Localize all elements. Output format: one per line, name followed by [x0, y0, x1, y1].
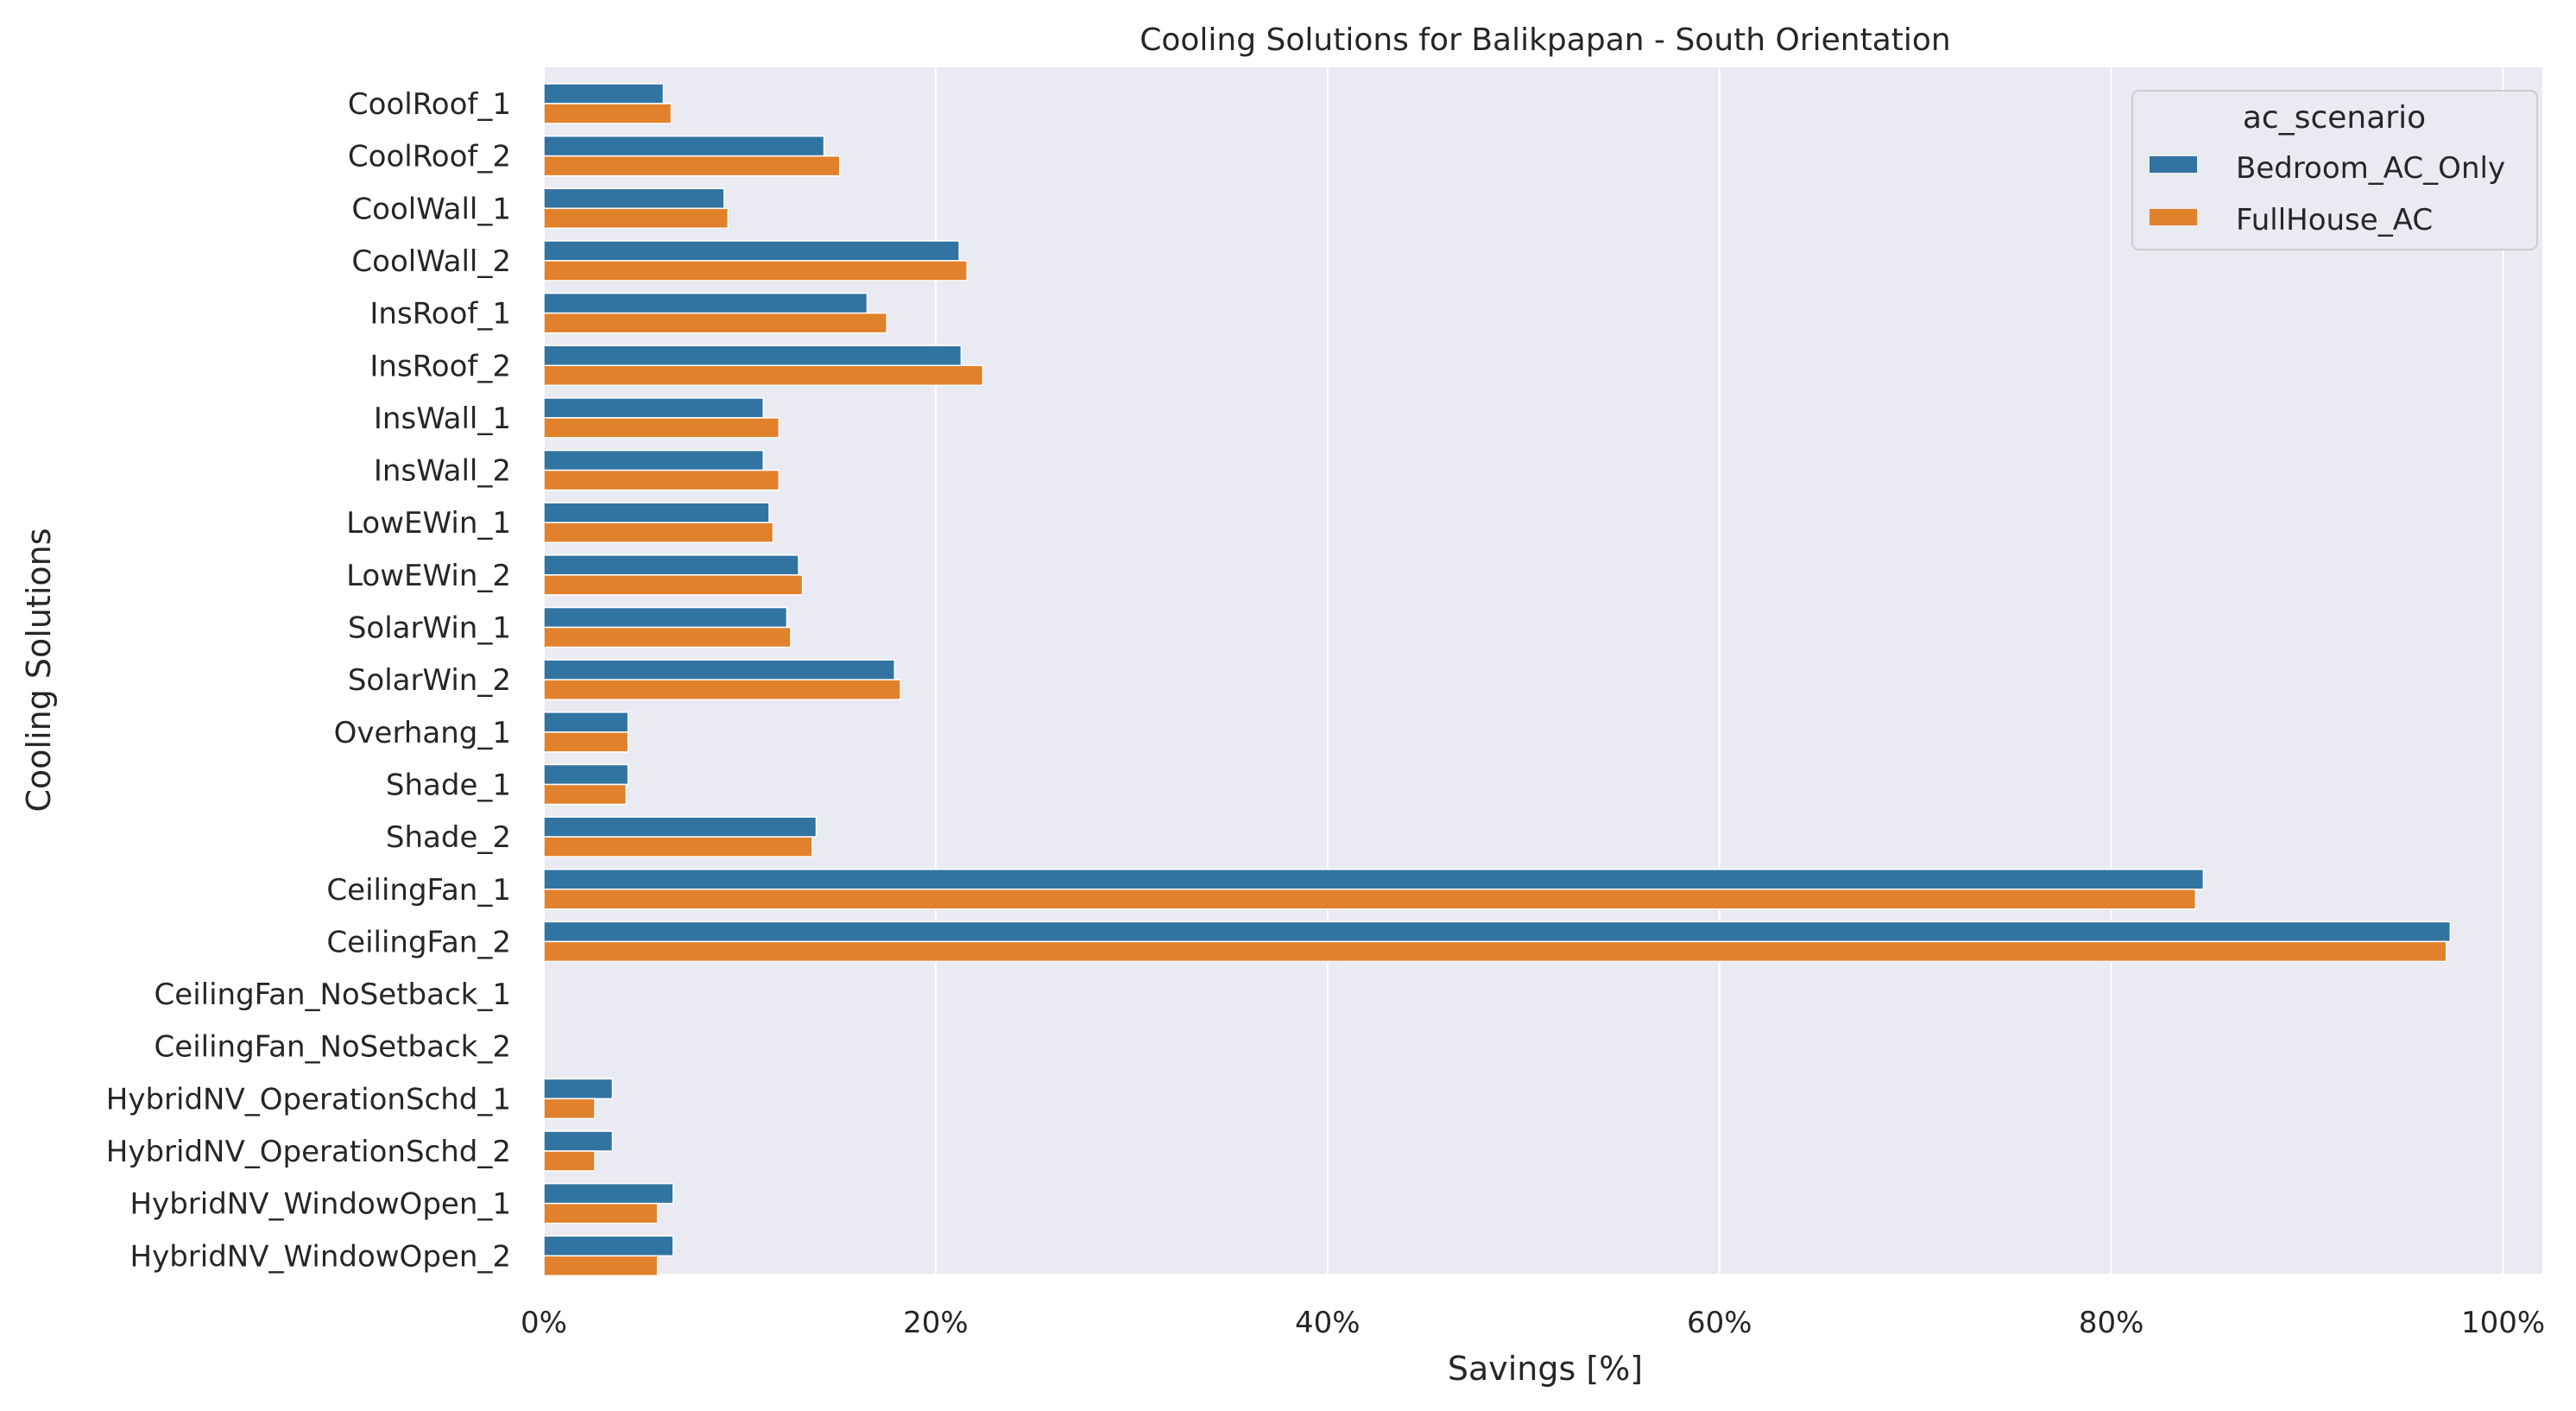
bar-bedroom-ac-only	[543, 712, 629, 733]
legend-title: ac_scenario	[2243, 100, 2426, 136]
bar-bedroom-ac-only	[543, 1182, 674, 1205]
legend: ac_scenario Bedroom_AC_Only FullHouse_AC	[2131, 90, 2538, 250]
bar-fullhouse-ac	[543, 417, 780, 439]
bar-fullhouse-ac	[543, 889, 2197, 910]
x-tick-label: 80%	[2079, 1306, 2144, 1340]
bar-bedroom-ac-only	[543, 187, 725, 210]
bar-fullhouse-ac	[543, 626, 792, 649]
y-tick-labels: CoolRoof_1 CoolRoof_2 CoolWall_1 CoolWall_2…	[106, 87, 511, 1274]
y-tick-label: CoolRoof_2	[348, 140, 511, 174]
bar-fullhouse-ac	[543, 522, 774, 543]
y-tick-label: Shade_2	[386, 820, 511, 855]
legend-label-fullhouse-ac: FullHouse_AC	[2236, 203, 2433, 237]
bar-bedroom-ac-only	[543, 869, 2205, 890]
bar-bedroom-ac-only	[543, 240, 960, 262]
bar-bedroom-ac-only	[543, 921, 2452, 943]
x-tick-label: 20%	[903, 1306, 969, 1340]
bar-fullhouse-ac	[543, 312, 887, 334]
bar-bedroom-ac-only	[543, 135, 825, 157]
bar-bedroom-ac-only	[543, 1130, 614, 1152]
bar-fullhouse-ac	[543, 940, 2447, 963]
legend-label-bedroom-ac-only: Bedroom_AC_Only	[2236, 151, 2505, 186]
bar-fullhouse-ac	[543, 731, 629, 753]
x-axis-label: Savings [%]	[1448, 1350, 1643, 1388]
bar-bedroom-ac-only	[543, 502, 770, 523]
y-tick-label: HybridNV_OperationSchd_2	[106, 1135, 511, 1169]
y-tick-label: CoolRoof_1	[348, 87, 511, 122]
y-tick-label: SolarWin_2	[348, 663, 511, 698]
bar-bedroom-ac-only	[543, 659, 896, 680]
bar-bedroom-ac-only	[543, 1078, 614, 1100]
x-tick-label: 60%	[1687, 1306, 1752, 1340]
y-tick-label: HybridNV_OperationSchd_1	[106, 1082, 511, 1117]
bar-fullhouse-ac	[543, 836, 813, 857]
y-tick-label: HybridNV_WindowOpen_2	[130, 1239, 511, 1274]
y-axis-label: Cooling Solutions	[20, 528, 58, 812]
legend-box	[2131, 90, 2538, 250]
bar-bedroom-ac-only	[543, 816, 818, 838]
bars	[543, 83, 2452, 1277]
x-tick-label: 100%	[2461, 1306, 2545, 1340]
y-tick-label: CeilingFan_2	[326, 925, 511, 959]
x-tick-labels: 0% 20% 40% 60% 80% 100%	[521, 1306, 2545, 1340]
bar-bedroom-ac-only	[543, 397, 764, 419]
x-tick-label: 0%	[521, 1306, 567, 1340]
bar-bedroom-ac-only	[543, 606, 788, 629]
y-tick-label: InsWall_2	[374, 454, 511, 489]
bar-fullhouse-ac	[543, 1202, 659, 1224]
bar-fullhouse-ac	[543, 1255, 659, 1277]
y-tick-label: SolarWin_1	[348, 611, 511, 646]
y-tick-label: LowEWin_2	[346, 559, 511, 593]
bar-fullhouse-ac	[543, 1098, 596, 1120]
bar-bedroom-ac-only	[543, 763, 629, 786]
legend-swatch-bedroom-ac-only	[2150, 156, 2197, 173]
bar-fullhouse-ac	[543, 155, 841, 177]
y-tick-label: CoolWall_2	[351, 244, 511, 279]
legend-swatch-fullhouse-ac	[2150, 209, 2197, 225]
y-tick-label: LowEWin_1	[346, 506, 511, 541]
x-tick-label: 40%	[1295, 1306, 1361, 1340]
bar-fullhouse-ac	[543, 1150, 596, 1172]
y-tick-label: CeilingFan_1	[326, 873, 511, 908]
y-tick-label: InsRoof_2	[369, 349, 511, 383]
bar-bedroom-ac-only	[543, 345, 963, 366]
bar-fullhouse-ac	[543, 207, 729, 230]
bar-bedroom-ac-only	[543, 292, 868, 314]
y-tick-label: CoolWall_1	[351, 192, 511, 226]
bar-fullhouse-ac	[543, 103, 672, 124]
bar-fullhouse-ac	[543, 574, 804, 596]
bar-bedroom-ac-only	[543, 449, 764, 471]
bar-fullhouse-ac	[543, 364, 984, 386]
bar-bedroom-ac-only	[543, 83, 665, 104]
y-tick-label: Overhang_1	[334, 716, 511, 750]
bar-fullhouse-ac	[543, 679, 901, 700]
y-tick-label: Shade_1	[386, 768, 511, 802]
y-tick-label: InsRoof_1	[369, 297, 511, 332]
bar-fullhouse-ac	[543, 783, 628, 806]
bar-fullhouse-ac	[543, 469, 780, 491]
y-tick-label: CeilingFan_NoSetback_1	[155, 978, 511, 1012]
y-tick-label: HybridNV_WindowOpen_1	[130, 1187, 511, 1222]
bar-bedroom-ac-only	[543, 1235, 674, 1257]
chart-title: Cooling Solutions for Balikpapan - South…	[1140, 22, 1951, 58]
y-tick-label: CeilingFan_NoSetback_2	[155, 1030, 511, 1065]
bar-fullhouse-ac	[543, 260, 968, 282]
bar-bedroom-ac-only	[543, 554, 799, 576]
y-tick-label: InsWall_1	[374, 402, 511, 436]
